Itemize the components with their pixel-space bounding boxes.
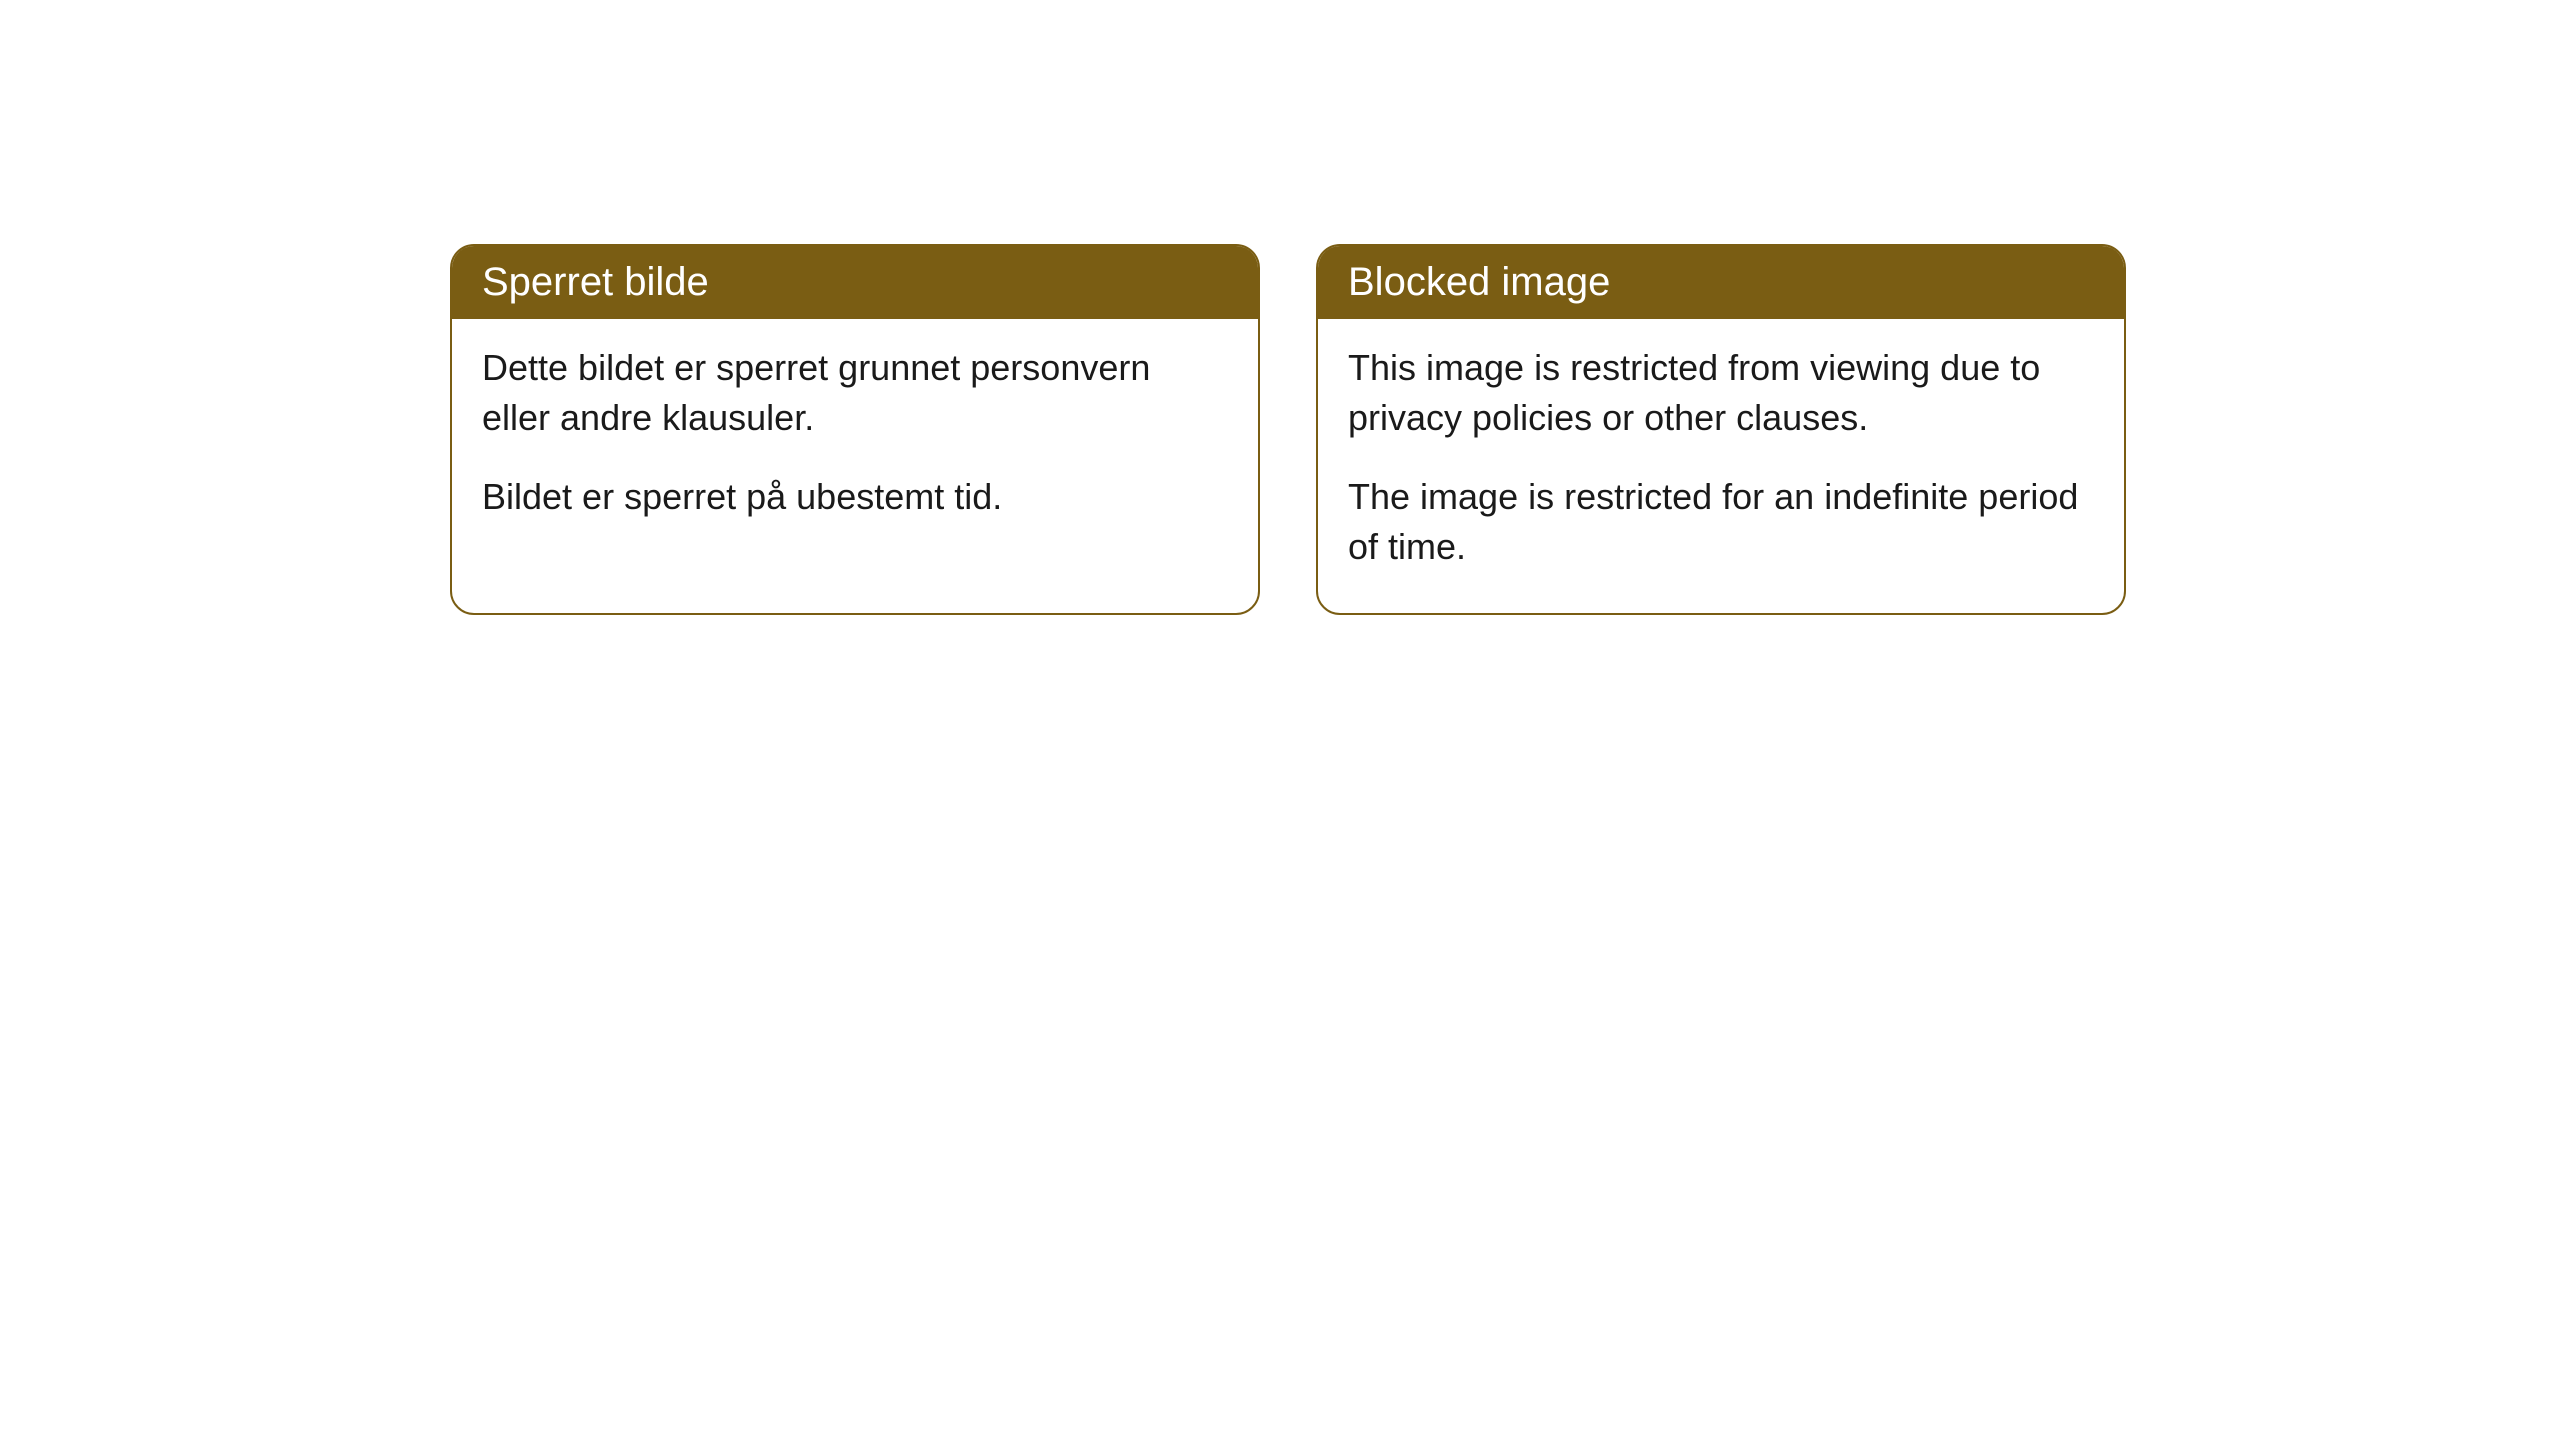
card-paragraph: The image is restricted for an indefinit… — [1348, 472, 2094, 573]
card-title: Blocked image — [1348, 260, 1610, 304]
card-body: Dette bildet er sperret grunnet personve… — [452, 319, 1258, 562]
notice-card-english: Blocked image This image is restricted f… — [1316, 244, 2126, 615]
card-paragraph: Dette bildet er sperret grunnet personve… — [482, 343, 1228, 444]
card-header: Sperret bilde — [452, 246, 1258, 319]
card-paragraph: Bildet er sperret på ubestemt tid. — [482, 472, 1228, 522]
card-header: Blocked image — [1318, 246, 2124, 319]
card-title: Sperret bilde — [482, 260, 709, 304]
card-body: This image is restricted from viewing du… — [1318, 319, 2124, 613]
card-paragraph: This image is restricted from viewing du… — [1348, 343, 2094, 444]
notice-card-norwegian: Sperret bilde Dette bildet er sperret gr… — [450, 244, 1260, 615]
notice-cards-container: Sperret bilde Dette bildet er sperret gr… — [450, 244, 2126, 615]
